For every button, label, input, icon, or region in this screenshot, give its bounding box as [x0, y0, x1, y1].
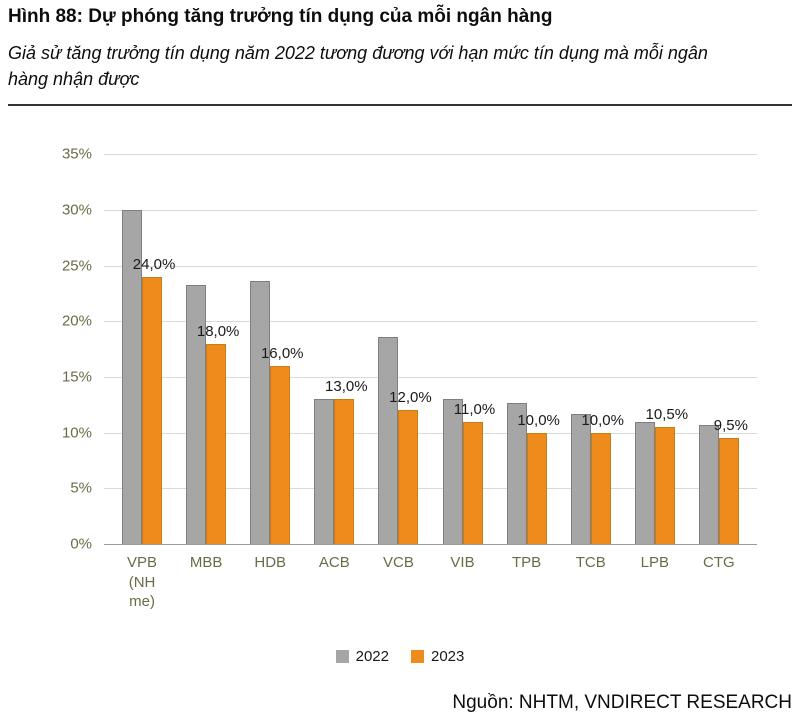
gridline	[104, 321, 757, 323]
bar-2023	[334, 399, 355, 545]
x-axis-label: MBB	[189, 554, 223, 572]
source-note: Nguồn: NHTM, VNDIRECT RESEARCH	[452, 692, 792, 713]
legend-item-2022: 2022	[335, 648, 389, 666]
bar-group: 11,0% VIB	[430, 154, 496, 571]
plot-area: 0% 5% 10% 15% 20% 25% 30% 35% 24,0% VPB (NH me) 18…	[62, 146, 757, 610]
legend-swatch-2023	[411, 650, 424, 664]
gridline	[104, 488, 757, 490]
y-tick-label: 25%	[61, 257, 92, 275]
bar-2023	[590, 432, 611, 545]
bar-2023	[462, 421, 483, 545]
bar-2022	[442, 399, 463, 545]
chart-title: Hình 88: Dự phóng tăng trưởng tín dụng c…	[8, 6, 553, 27]
bar-2023	[718, 438, 739, 545]
gridline	[104, 544, 757, 546]
data-label: 11,0%	[453, 400, 496, 418]
bar-group: 12,0% VCB	[366, 154, 432, 571]
bar-2022	[698, 424, 719, 545]
y-tick-label: 15%	[61, 368, 92, 386]
bar-group: 10,0% TCB	[559, 154, 624, 571]
gridline	[104, 265, 757, 267]
bar-group: 9,5% CTG	[687, 154, 751, 571]
x-axis-label: CTG	[703, 554, 735, 572]
bar-group: 13,0% ACB	[302, 154, 368, 571]
data-label: 9,5%	[713, 417, 748, 435]
bar-2022	[378, 336, 399, 545]
gridline	[104, 209, 757, 211]
legend-item-2023: 2023	[411, 648, 464, 665]
legend-label-2023: 2023	[431, 648, 465, 666]
data-label: 10,5%	[645, 406, 689, 424]
bar-2022	[314, 399, 335, 545]
y-tick-label: 35%	[61, 145, 92, 163]
bar-2023	[142, 276, 163, 545]
x-axis-label: VPB (NH me)	[127, 554, 158, 611]
x-axis-label: TCB	[575, 554, 606, 572]
x-axis-label: TPB	[512, 554, 542, 572]
bar-2023	[526, 432, 547, 545]
bar-chart: 0% 5% 10% 15% 20% 25% 30% 35% 24,0% VPB (NH me) 18…	[8, 146, 792, 665]
x-axis-label: VIB	[450, 554, 475, 572]
bar-groups: 24,0% VPB (NH me) 18,0% MBB 16,0% HDB 13,0% ACB…	[104, 154, 757, 610]
chart-header: Hình 88: Dự phóng tăng trưởng tín dụng c…	[8, 6, 792, 107]
bar-2022	[634, 421, 655, 545]
bar-2022	[570, 413, 591, 545]
gridline	[104, 432, 757, 434]
data-label: 10,0%	[517, 411, 560, 429]
bar-2023	[654, 427, 675, 545]
data-label: 24,0%	[132, 255, 176, 273]
data-label: 12,0%	[389, 389, 432, 407]
legend-label-2022: 2022	[355, 648, 389, 666]
x-axis-label: VCB	[383, 554, 414, 572]
bar-2022	[122, 209, 143, 545]
data-label: 18,0%	[196, 322, 240, 340]
chart-legend: 2022 2023	[8, 648, 792, 665]
bar-2022	[250, 281, 271, 545]
bar-2022	[506, 402, 527, 545]
bar-group: 10,5% LPB	[623, 154, 689, 571]
bar-group: 16,0% HDB	[238, 154, 304, 571]
bar-2023	[206, 343, 227, 545]
y-tick-label: 20%	[61, 312, 92, 330]
gridline	[104, 377, 757, 379]
data-label: 10,0%	[581, 411, 624, 429]
bar-group: 24,0% VPB (NH me)	[110, 154, 176, 610]
x-axis-label: ACB	[318, 554, 350, 572]
y-tick-label: 0%	[70, 535, 92, 553]
y-tick-label: 30%	[61, 201, 92, 219]
bar-group: 10,0% TPB	[495, 154, 560, 571]
gridline	[104, 154, 757, 156]
x-axis-label: LPB	[640, 554, 669, 572]
bar-2022	[186, 284, 207, 545]
x-axis-label: HDB	[254, 554, 287, 572]
y-tick-label: 10%	[61, 424, 92, 442]
bar-group: 18,0% MBB	[174, 154, 240, 571]
y-tick-label: 5%	[70, 479, 92, 497]
bar-2023	[270, 365, 291, 545]
chart-subtitle: Giả sử tăng trưởng tín dụng năm 2022 tươ…	[8, 43, 708, 90]
bar-2023	[398, 410, 419, 545]
legend-swatch-2022	[335, 650, 349, 664]
data-label: 16,0%	[260, 344, 304, 362]
data-label: 13,0%	[325, 378, 368, 396]
